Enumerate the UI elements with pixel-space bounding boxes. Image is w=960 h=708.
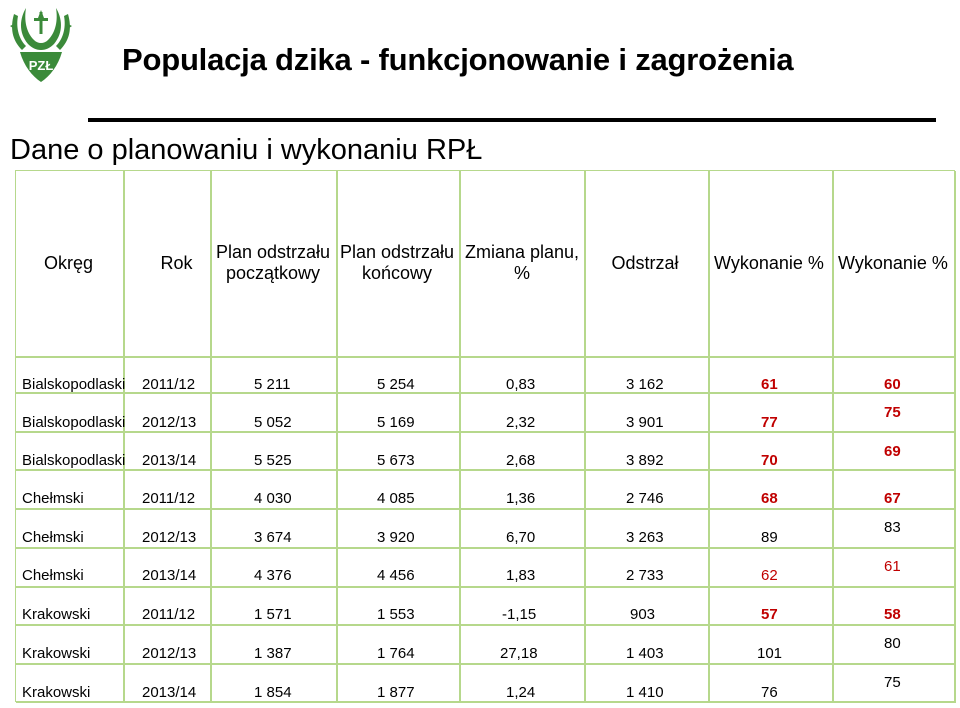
cell-rok: 2012/13 bbox=[142, 529, 197, 546]
cell-plan-poczatkowy: 5 052 bbox=[254, 414, 292, 431]
cell-plan-poczatkowy: 4 030 bbox=[254, 490, 292, 507]
cell-plan-koncowy: 5 673 bbox=[377, 452, 415, 469]
pzl-logo-icon: PZŁ bbox=[10, 8, 72, 82]
cell-wykonanie-2: 58 bbox=[884, 606, 901, 623]
cell-plan-koncowy: 4 456 bbox=[377, 567, 415, 584]
cell-plan-poczatkowy: 5 211 bbox=[254, 376, 291, 393]
cell-wykonanie-1: 61 bbox=[761, 376, 778, 393]
cell-wykonanie-1: 77 bbox=[761, 414, 778, 431]
cell-okreg: Bialskopodlaski bbox=[22, 414, 126, 431]
cell-zmiana: 2,68 bbox=[506, 452, 536, 469]
column-header-odstrzal: Odstrzał bbox=[611, 252, 679, 273]
cell-plan-poczatkowy: 5 525 bbox=[254, 452, 292, 469]
cell-odstrzal: 3 892 bbox=[626, 452, 664, 469]
cell-odstrzal: 2 733 bbox=[626, 567, 664, 584]
cell-plan-koncowy: 5 254 bbox=[377, 376, 415, 393]
cell-wykonanie-1: 101 bbox=[757, 645, 783, 662]
page-title: Populacja dzika - funkcjonowanie i zagro… bbox=[122, 42, 794, 77]
cell-okreg: Bialskopodlaski bbox=[22, 376, 126, 393]
cell-wykonanie-2: 67 bbox=[884, 490, 901, 507]
column-header-zmiana-planu: Zmiana planu,% bbox=[464, 242, 580, 283]
cell-plan-koncowy: 4 085 bbox=[377, 490, 415, 507]
cell-wykonanie-2: 83 bbox=[884, 519, 901, 536]
cell-wykonanie-2: 75 bbox=[884, 674, 901, 691]
logo-text: PZŁ bbox=[29, 58, 54, 73]
cell-okreg: Krakowski bbox=[22, 606, 91, 623]
cell-rok: 2011/12 bbox=[142, 376, 196, 393]
cell-okreg: Krakowski bbox=[22, 684, 91, 701]
cell-wykonanie-2: 61 bbox=[884, 558, 901, 575]
cell-plan-poczatkowy: 4 376 bbox=[254, 567, 292, 584]
cell-wykonanie-2: 69 bbox=[884, 443, 901, 460]
cell-zmiana: 2,32 bbox=[506, 414, 536, 431]
cell-plan-poczatkowy: 1 854 bbox=[254, 684, 292, 701]
cell-plan-koncowy: 3 920 bbox=[377, 529, 415, 546]
cell-odstrzal: 903 bbox=[630, 606, 656, 623]
cell-wykonanie-2: 80 bbox=[884, 635, 901, 652]
cell-zmiana: 1,83 bbox=[506, 567, 536, 584]
page-subtitle: Dane o planowaniu i wykonaniu RPŁ bbox=[10, 134, 483, 166]
cell-wykonanie-2: 60 bbox=[884, 376, 901, 393]
cell-plan-koncowy: 5 169 bbox=[377, 414, 415, 431]
cell-plan-poczatkowy: 3 674 bbox=[254, 529, 292, 546]
cell-wykonanie-2: 75 bbox=[884, 404, 901, 421]
column-header-wykonanie-2: Wykonanie % bbox=[838, 252, 948, 273]
cell-odstrzal: 1 410 bbox=[626, 684, 664, 701]
cell-wykonanie-1: 57 bbox=[761, 606, 778, 623]
cell-odstrzal: 3 162 bbox=[626, 376, 664, 393]
column-header-wykonanie-1: Wykonanie % bbox=[714, 252, 824, 273]
cell-okreg: Chełmski bbox=[22, 529, 84, 546]
cell-odstrzal: 3 263 bbox=[626, 529, 664, 546]
cell-rok: 2013/14 bbox=[142, 452, 197, 469]
cell-okreg: Bialskopodlaski bbox=[22, 452, 126, 469]
column-header-plan-poczatkowy: Plan odstrzału początkowy bbox=[215, 242, 331, 283]
cell-wykonanie-1: 70 bbox=[761, 452, 778, 469]
data-table bbox=[15, 170, 956, 703]
cell-zmiana: 27,18 bbox=[500, 645, 538, 662]
cell-odstrzal: 2 746 bbox=[626, 490, 664, 507]
cell-plan-koncowy: 1 553 bbox=[377, 606, 415, 623]
cell-okreg: Chełmski bbox=[22, 567, 84, 584]
cell-rok: 2011/12 bbox=[142, 490, 196, 507]
column-header-plan-koncowy: Plan odstrzału końcowy bbox=[339, 242, 455, 283]
cell-odstrzal: 1 403 bbox=[626, 645, 664, 662]
title-divider bbox=[88, 118, 936, 122]
cell-zmiana: -1,15 bbox=[502, 606, 537, 623]
cell-rok: 2012/13 bbox=[142, 414, 197, 431]
cell-wykonanie-1: 89 bbox=[761, 529, 778, 546]
cell-plan-koncowy: 1 877 bbox=[377, 684, 415, 701]
cell-plan-poczatkowy: 1 387 bbox=[254, 645, 292, 662]
cell-okreg: Chełmski bbox=[22, 490, 84, 507]
cell-zmiana: 6,70 bbox=[506, 529, 536, 546]
cell-zmiana: 0,83 bbox=[506, 376, 536, 393]
cell-wykonanie-1: 62 bbox=[761, 567, 778, 584]
cell-okreg: Krakowski bbox=[22, 645, 91, 662]
cell-rok: 2012/13 bbox=[142, 645, 197, 662]
column-header-okreg: Okręg bbox=[43, 252, 94, 273]
cell-zmiana: 1,36 bbox=[506, 490, 536, 507]
cell-wykonanie-1: 76 bbox=[761, 684, 778, 701]
cell-rok: 2011/12 bbox=[142, 606, 196, 623]
column-header-rok: Rok bbox=[160, 252, 193, 273]
cell-odstrzal: 3 901 bbox=[626, 414, 664, 431]
cell-wykonanie-1: 68 bbox=[761, 490, 778, 507]
cell-plan-koncowy: 1 764 bbox=[377, 645, 415, 662]
cell-rok: 2013/14 bbox=[142, 567, 197, 584]
cell-plan-poczatkowy: 1 571 bbox=[254, 606, 292, 623]
cell-rok: 2013/14 bbox=[142, 684, 197, 701]
cell-zmiana: 1,24 bbox=[506, 684, 536, 701]
